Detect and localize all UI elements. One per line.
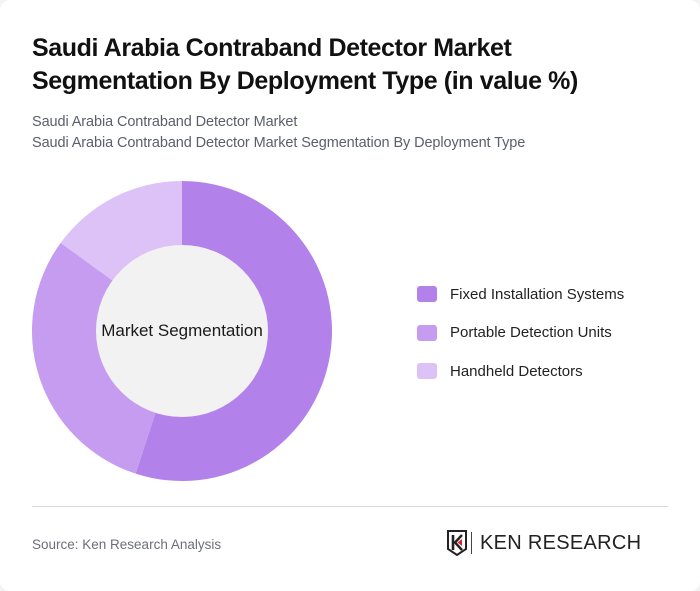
chart-subtitle-market: Saudi Arabia Contraband Detector Market [32, 114, 298, 130]
legend-swatch-handheld [417, 363, 437, 379]
ken-research-shield-icon [447, 530, 467, 556]
ken-research-logo: KEN RESEARCH [447, 530, 641, 556]
legend-item-portable-detection[interactable]: Portable Detection Units [417, 323, 624, 343]
logo-text: KEN RESEARCH [480, 531, 642, 554]
legend-item-handheld-detectors[interactable]: Handheld Detectors [417, 361, 624, 381]
chart-legend: Fixed Installation Systems Portable Dete… [417, 284, 624, 400]
legend-swatch-portable [417, 324, 437, 341]
legend-swatch-fixed [417, 286, 437, 302]
legend-label: Portable Detection Units [450, 324, 612, 341]
legend-label: Handheld Detectors [450, 362, 583, 380]
source-note: Source: Ken Research Analysis [32, 537, 222, 552]
footer-divider [32, 506, 668, 507]
donut-hole [96, 245, 268, 417]
logo-separator [471, 532, 472, 554]
chart-subtitle-segmentation: Saudi Arabia Contraband Detector Market … [32, 135, 526, 151]
legend-item-fixed-installation[interactable]: Fixed Installation Systems [417, 284, 624, 304]
legend-label: Fixed Installation Systems [450, 285, 625, 303]
donut-chart [32, 181, 332, 481]
chart-title: Saudi Arabia Contraband Detector Market … [32, 34, 578, 95]
